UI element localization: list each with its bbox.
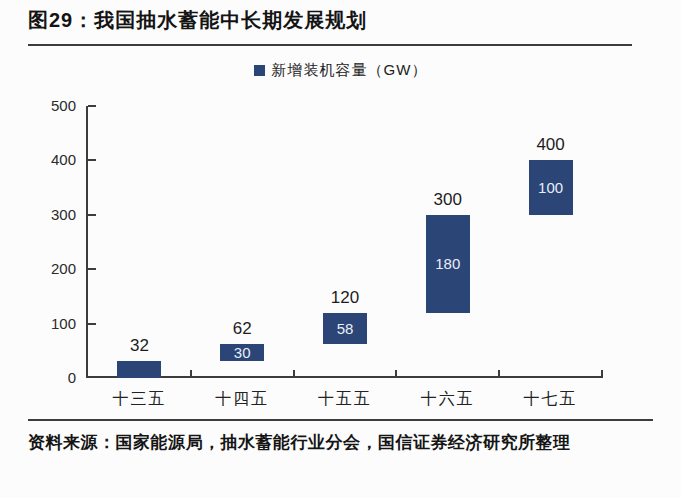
bar-total-label: 32 [99, 336, 179, 356]
x-axis-tick-mark [601, 370, 603, 378]
x-axis-tick-mark [190, 370, 192, 378]
title-underline [28, 44, 632, 46]
x-axis-tick-mark [498, 370, 500, 378]
y-axis-tick-mark [88, 214, 96, 216]
bar-total-label: 120 [305, 288, 385, 308]
y-axis-tick-label: 300 [24, 206, 76, 223]
x-axis-label: 十六五 [400, 389, 496, 410]
y-axis-tick-mark [88, 159, 96, 161]
bar-total-label: 62 [202, 319, 282, 339]
chart-title: 图29：我国抽水蓄能中长期发展规划 [28, 7, 367, 34]
legend-label: 新增装机容量（GW） [272, 61, 428, 80]
x-axis-tick-mark [395, 370, 397, 378]
y-axis-tick-mark [88, 105, 96, 107]
bar [117, 361, 161, 378]
source-note: 资料来源：国家能源局，抽水蓄能行业分会，国信证券经济研究所整理 [28, 429, 668, 456]
x-axis-tick-mark [293, 370, 295, 378]
y-axis-tick-mark [88, 323, 96, 325]
y-axis-tick-mark [88, 268, 96, 270]
bar-total-label: 300 [408, 190, 488, 210]
x-axis-label: 十四五 [194, 389, 290, 410]
x-axis-label: 十七五 [503, 389, 599, 410]
footer-divider [28, 419, 653, 421]
bar-segment-label: 100 [529, 160, 573, 214]
bar-segment-label: 30 [220, 344, 264, 360]
bar-segment-label: 58 [323, 313, 367, 345]
y-axis-tick-label: 500 [24, 97, 76, 114]
bar-segment-label: 180 [426, 215, 470, 313]
y-axis-tick-label: 200 [24, 260, 76, 277]
y-axis-tick-label: 100 [24, 315, 76, 332]
figure-card: 图29：我国抽水蓄能中长期发展规划 新增装机容量（GW） 0 100 200 300 4… [0, 0, 681, 498]
x-axis-label: 十五五 [297, 389, 393, 410]
y-axis-tick-label: 400 [24, 151, 76, 168]
x-axis-label: 十三五 [91, 389, 187, 410]
y-axis-tick-label: 0 [24, 369, 76, 386]
chart-legend: 新增装机容量（GW） [0, 61, 681, 80]
bar-total-label: 400 [511, 135, 591, 155]
legend-square-icon [254, 65, 265, 76]
